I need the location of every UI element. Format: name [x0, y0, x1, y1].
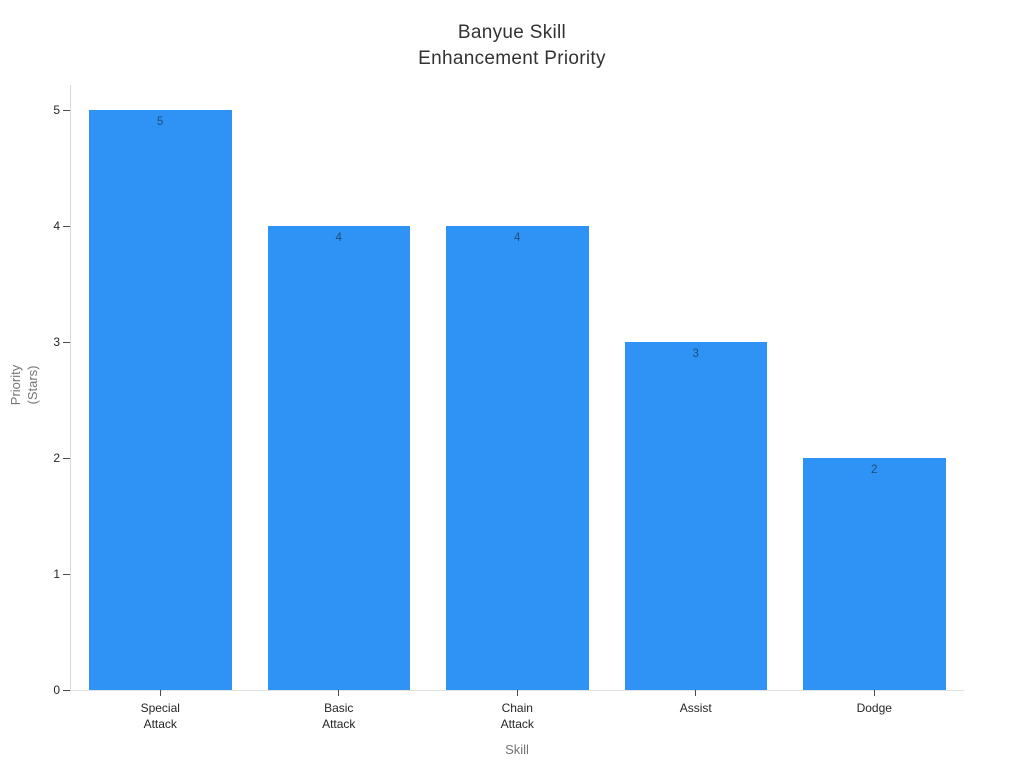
y-tick-mark-3 [63, 342, 70, 343]
y-tick-mark-4 [63, 226, 70, 227]
y-tick-label-2: 2 [53, 451, 60, 465]
bar-chain-attack [446, 226, 589, 690]
y-axis-title-line-2: (Stars) [25, 365, 40, 405]
y-tick-mark-1 [63, 574, 70, 575]
x-tick-mark-dodge [873, 690, 875, 696]
x-axis-title: Skill [505, 742, 529, 757]
x-tick-label-dodge: Dodge [856, 701, 892, 715]
bar-value-label-assist: 3 [692, 348, 699, 360]
bar-value-label-special-attack: 5 [157, 116, 164, 128]
chart-title: Banyue Skill Enhancement Priority [0, 20, 1024, 72]
x-tick-label-chain-attack: Chain Attack [500, 701, 534, 731]
x-tick-label-basic-attack: Basic Attack [322, 701, 356, 731]
x-tick-mark-basic-attack [338, 690, 340, 696]
y-tick-label-4: 4 [53, 219, 60, 233]
y-tick-label-5: 5 [53, 103, 60, 117]
y-axis-title: Priority (Stars) [7, 365, 41, 405]
bar-value-label-dodge: 2 [871, 464, 878, 476]
x-tick-label-assist: Assist [679, 701, 712, 715]
bar-special-attack [89, 110, 232, 690]
y-tick-label-1: 1 [53, 567, 60, 581]
x-tick-mark-assist [695, 690, 697, 696]
bar-assist [624, 342, 767, 690]
y-tick-mark-0 [63, 690, 70, 691]
y-tick-mark-2 [63, 458, 70, 459]
x-tick-mark-special-attack [159, 690, 161, 696]
y-axis-spine [70, 85, 71, 690]
y-tick-label-0: 0 [53, 683, 60, 697]
y-tick-mark-5 [63, 110, 70, 111]
bar-dodge [803, 458, 946, 690]
bar-value-label-basic-attack: 4 [335, 232, 342, 244]
y-tick-label-3: 3 [53, 335, 60, 349]
y-axis-title-line-1: Priority [8, 364, 23, 406]
x-tick-mark-chain-attack [516, 690, 518, 696]
bar-value-label-chain-attack: 4 [514, 232, 521, 244]
x-tick-label-special-attack: Special Attack [140, 701, 180, 731]
bar-basic-attack [267, 226, 410, 690]
chart-title-line-1: Banyue Skill [457, 22, 567, 43]
chart-title-line-2: Enhancement Priority [418, 48, 606, 69]
